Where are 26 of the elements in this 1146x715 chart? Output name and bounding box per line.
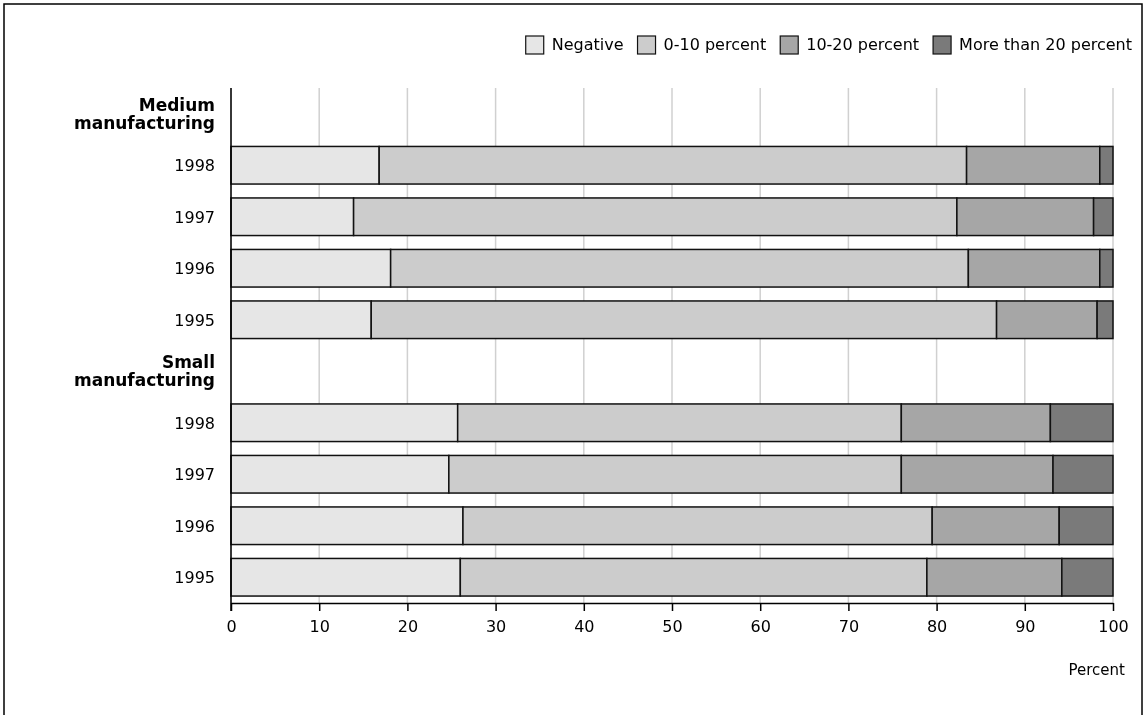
legend-label: 10-20 percent [806, 35, 920, 54]
y-tick-label: 1995 [174, 568, 215, 588]
legend-label: More than 20 percent [959, 35, 1132, 54]
y-tick-label: 1996 [174, 259, 215, 279]
x-tick-label: 30 [485, 616, 507, 636]
x-tick-label: 40 [574, 616, 595, 636]
x-tick-label: 90 [1015, 616, 1036, 636]
x-tick-label: 10 [309, 616, 330, 636]
y-tick-label: Small manufacturing [73, 352, 215, 391]
x-tick-label: 80 [926, 616, 948, 636]
x-tick-label: 20 [397, 616, 419, 636]
y-tick-label: 1997 [174, 207, 215, 227]
x-tick-label: 50 [662, 616, 683, 636]
y-tick-label: 1996 [174, 516, 215, 536]
y-tick-label: 1998 [174, 413, 215, 433]
x-tick-label: 60 [750, 616, 771, 636]
y-tick-label: 1997 [174, 465, 215, 485]
y-tick-label: 1998 [174, 156, 215, 176]
x-tick-label: 70 [838, 616, 860, 636]
x-tick-label: 100 [1098, 616, 1129, 636]
legend-label: 0-10 percent [663, 35, 767, 54]
x-tick-label: 0 [226, 616, 237, 636]
y-tick-label: Medium manufacturing [73, 94, 215, 133]
x-axis-title: Percent [1068, 661, 1126, 679]
legend-label: Negative [551, 35, 624, 54]
y-tick-label: 1995 [174, 310, 215, 330]
